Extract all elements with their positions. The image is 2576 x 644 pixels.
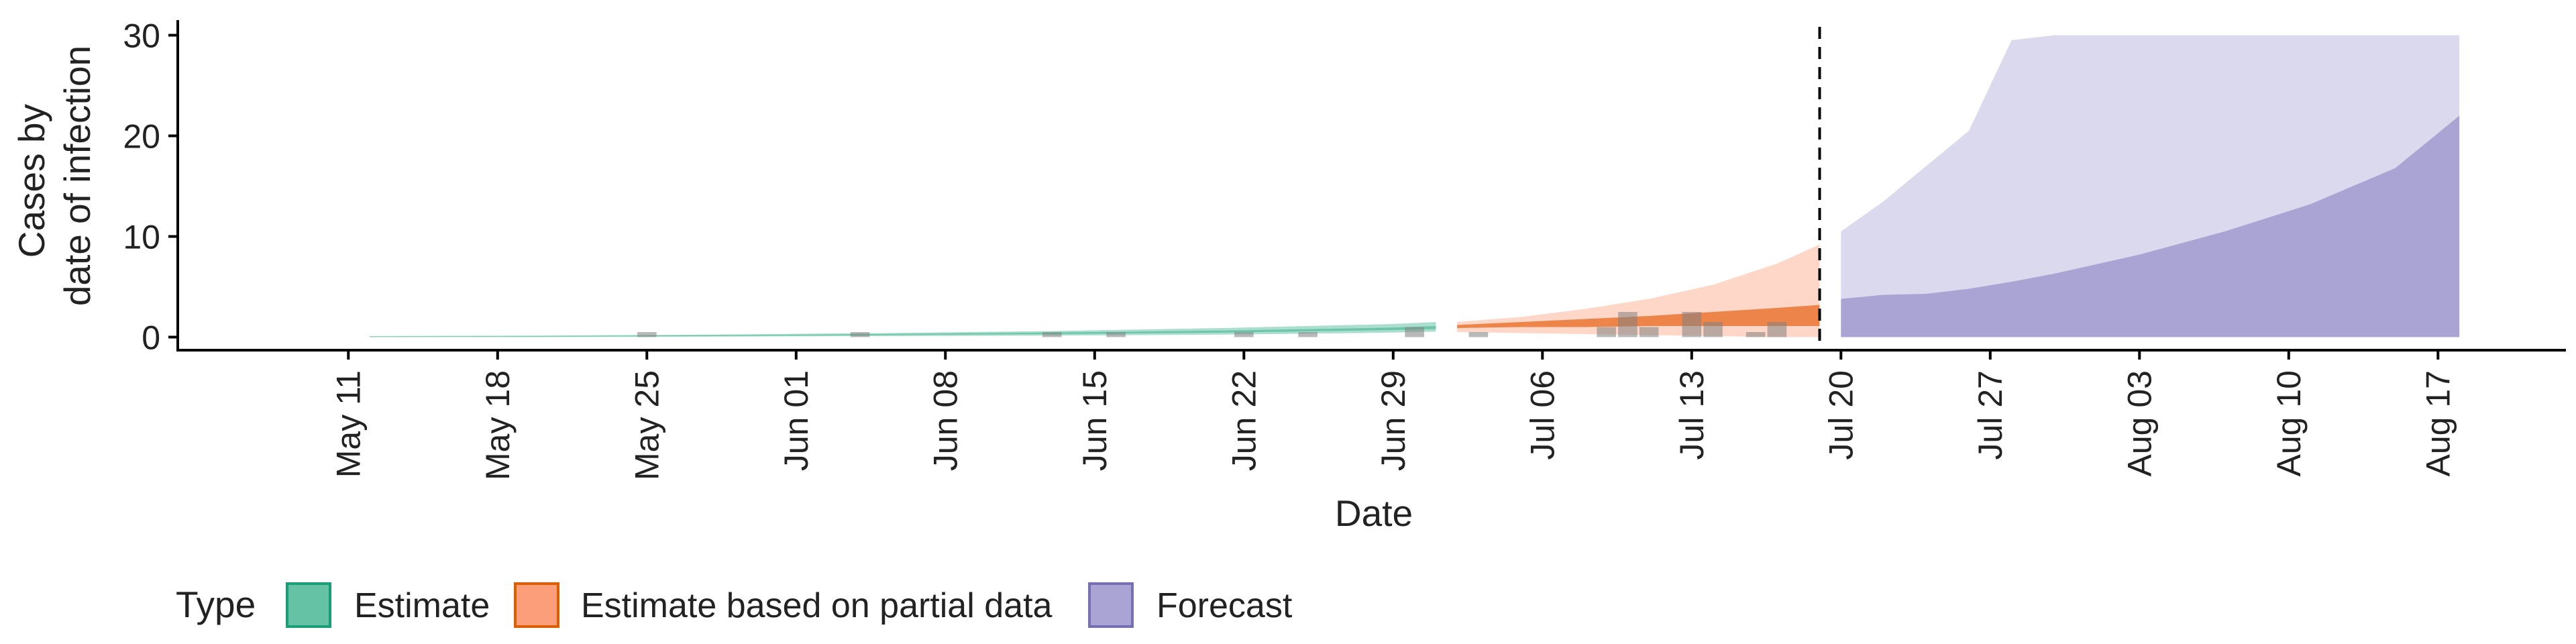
observed-bar [1703, 322, 1723, 337]
observed-cases-bars [637, 312, 1787, 337]
observed-bar [1405, 327, 1424, 337]
legend-label-partial: Estimate based on partial data [581, 586, 1053, 625]
x-tick-label: Jul 20 [1822, 370, 1860, 460]
y-ticks: 0 10 20 30 [123, 17, 178, 357]
x-tick-label: Jul 13 [1673, 370, 1711, 460]
observed-bar [1597, 327, 1616, 337]
x-tick-label: Aug 03 [2121, 370, 2158, 476]
band-inner-forecast [1841, 115, 2460, 337]
x-tick-label: Jun 01 [777, 370, 815, 471]
x-tick-label: Jul 27 [1972, 370, 2009, 460]
observed-bar [1106, 332, 1126, 337]
ribbon-bands [370, 35, 2460, 337]
legend-title: Type [176, 584, 256, 625]
legend-swatch-estimate [286, 582, 331, 628]
x-tick-label: May 18 [479, 370, 517, 480]
x-tick-label: Jul 06 [1523, 370, 1561, 460]
legend-label-forecast: Forecast [1157, 586, 1293, 625]
legend-swatch-forecast [1088, 582, 1134, 628]
observed-bar [1468, 332, 1489, 337]
y-axis-label-line-1: Cases by [11, 104, 52, 258]
observed-bar [1639, 327, 1659, 337]
x-ticks: May 11 May 18 May 25 Jun 01 Jun 08 Jun 15 Jun … [329, 350, 2457, 480]
x-tick-label: May 11 [329, 370, 367, 478]
x-axis-label: Date [1335, 492, 1413, 534]
y-axis-label: Cases by date of infection [11, 46, 98, 306]
observed-bar [850, 332, 870, 337]
x-tick-label: May 25 [628, 370, 665, 480]
legend-item-forecast: Forecast [1088, 582, 1293, 628]
legend-swatch-partial [514, 582, 559, 628]
x-tick-label: Jun 08 [926, 370, 964, 471]
x-tick-label: Jun 22 [1225, 370, 1263, 471]
observed-bar [1298, 332, 1318, 337]
x-tick-label: Jun 15 [1076, 370, 1114, 471]
observed-bar [1042, 332, 1062, 337]
y-tick-label: 20 [123, 118, 160, 156]
band-outer-estimate [370, 322, 1436, 337]
y-tick-label: 30 [123, 17, 160, 55]
x-tick-label: Aug 17 [2419, 370, 2457, 476]
x-tick-label: Aug 10 [2270, 370, 2308, 476]
axes: 0 10 20 30 May 11 May 18 May 25 Jun 01 Jun 08 Ju… [123, 17, 2566, 480]
observed-bar [1234, 332, 1254, 337]
legend-item-estimate: Estimate [286, 582, 490, 628]
observed-bar [637, 332, 657, 337]
y-axis-label-line-2: date of infection [56, 46, 98, 306]
y-tick-label: 10 [123, 219, 160, 256]
observed-bar [1682, 312, 1702, 337]
observed-bar [1746, 332, 1766, 337]
x-tick-label: Jun 29 [1375, 370, 1412, 471]
legend: Type Estimate Estimate based on partial … [176, 582, 1293, 628]
observed-bar [1618, 312, 1638, 337]
legend-label-estimate: Estimate [354, 586, 490, 625]
band-inner-partial [1457, 305, 1820, 328]
observed-bar [1767, 322, 1787, 337]
band-inner-estimate [370, 326, 1436, 337]
y-tick-label: 0 [142, 319, 160, 357]
legend-item-partial: Estimate based on partial data [514, 582, 1053, 628]
plot-area [370, 27, 2460, 350]
